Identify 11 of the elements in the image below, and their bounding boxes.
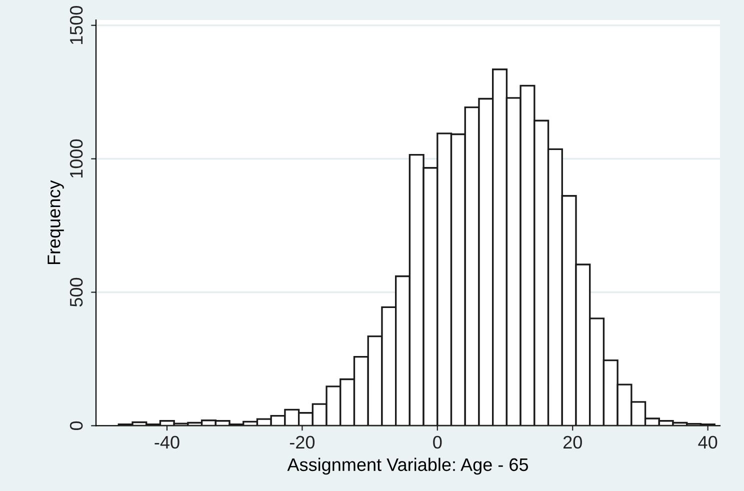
x-tick-label: 0 bbox=[433, 436, 442, 449]
y-tick-label: 500 bbox=[70, 278, 83, 307]
x-tick-label: -20 bbox=[290, 436, 315, 449]
x-tick-label: -40 bbox=[154, 436, 180, 449]
y-tick-label: 0 bbox=[70, 421, 83, 430]
x-tick-label: 20 bbox=[563, 436, 582, 449]
y-tick-label: 1000 bbox=[70, 139, 83, 178]
y-tick-label: 1500 bbox=[70, 6, 83, 44]
x-axis-title: Assignment Variable: Age - 65 bbox=[287, 458, 528, 475]
y-axis-title: Frequency bbox=[48, 180, 64, 264]
x-tick-label: 40 bbox=[698, 436, 718, 449]
